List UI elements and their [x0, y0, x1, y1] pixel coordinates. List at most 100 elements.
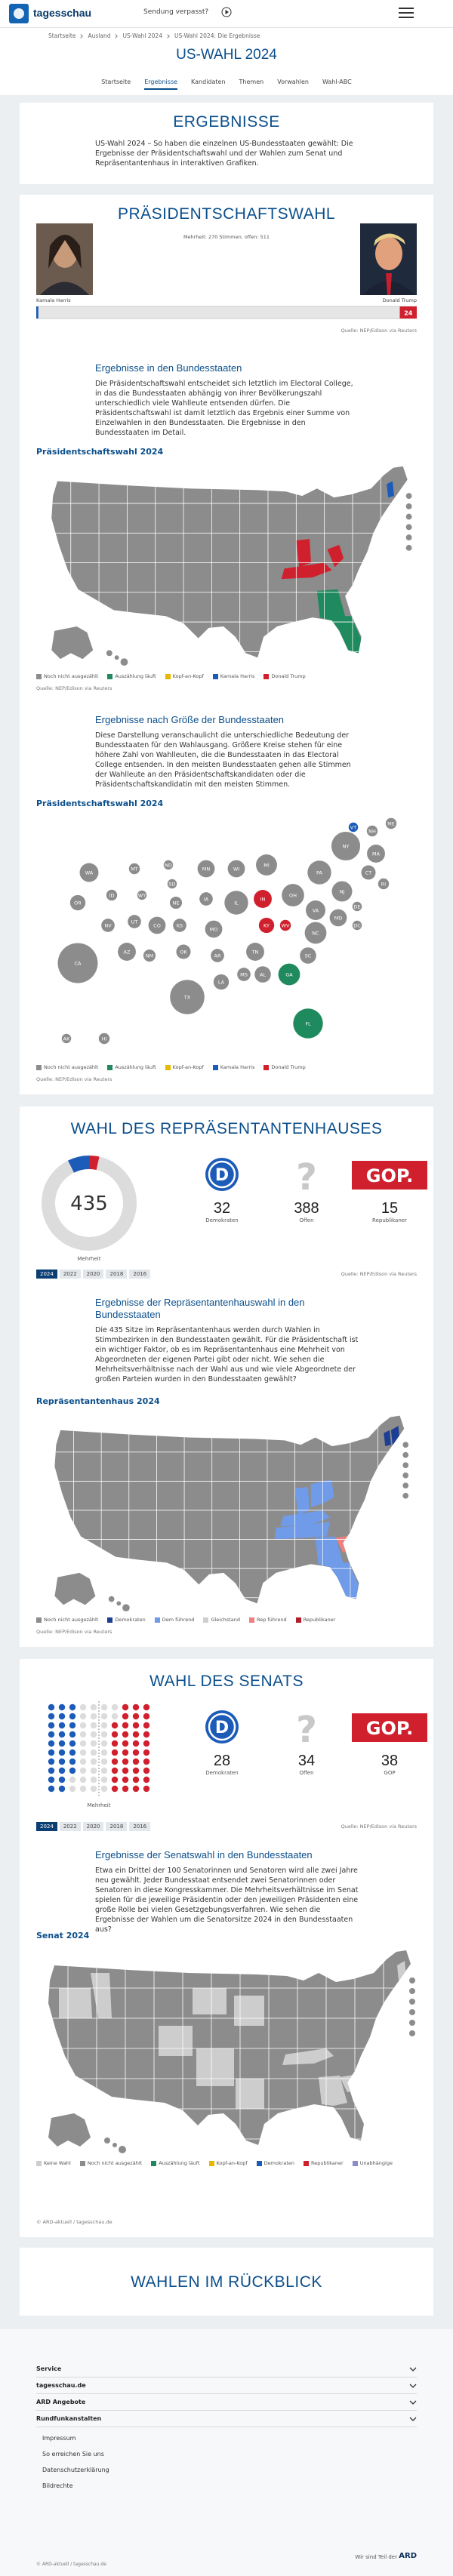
- seat-dot: [58, 1722, 66, 1729]
- legend-swatch: [208, 2160, 214, 2166]
- year-tab[interactable]: 2024: [36, 1822, 57, 1831]
- seat-dot: [58, 1749, 66, 1756]
- state-shape: [384, 1430, 391, 1447]
- breadcrumb-item[interactable]: Startseite: [48, 32, 76, 39]
- footer-section[interactable]: Rundfunkanstalten: [36, 2411, 417, 2427]
- state-bubble: [118, 943, 136, 961]
- year-tab[interactable]: 2024: [36, 1270, 57, 1279]
- state-bubble: [57, 943, 98, 983]
- seat-dot: [143, 1758, 150, 1765]
- seat-dot: [90, 1722, 97, 1729]
- bubble-label: WV: [282, 923, 290, 929]
- state-bubble: [329, 909, 347, 927]
- logo-icon[interactable]: [9, 4, 29, 23]
- seat-dot: [58, 1767, 66, 1774]
- state-bubble: [258, 917, 275, 934]
- footer-section[interactable]: Service: [36, 2361, 417, 2377]
- party-name: Offen: [299, 1770, 314, 1776]
- party-block: ? 388 Offen: [269, 1156, 344, 1223]
- seat-dot: [79, 1767, 87, 1774]
- legend-item: Donald Trump: [263, 673, 306, 679]
- footer-section[interactable]: tagesschau.de: [36, 2377, 417, 2394]
- bubble-label: OR: [74, 900, 82, 906]
- year-tab[interactable]: 2020: [82, 1270, 104, 1279]
- logo-text[interactable]: tagesschau: [33, 7, 92, 19]
- footer-section-label[interactable]: Rundfunkanstalten: [36, 2415, 102, 2422]
- footer-link[interactable]: So erreichen Sie uns: [42, 2451, 104, 2458]
- year-tab[interactable]: 2016: [129, 1822, 151, 1831]
- breadcrumb-item[interactable]: Ausland: [76, 32, 110, 39]
- footer-section-label[interactable]: tagesschau.de: [36, 2382, 86, 2389]
- state-shape: [236, 2079, 264, 2109]
- bubble-label: NV: [104, 923, 112, 929]
- year-tab[interactable]: 2018: [106, 1822, 128, 1831]
- map-land: [51, 626, 94, 660]
- seat-dot: [58, 1785, 66, 1793]
- legend-swatch: [165, 673, 171, 679]
- legend-item: Gleichstand: [203, 1617, 240, 1623]
- section-title: ERGEBNISSE: [173, 113, 280, 131]
- state-bubble: [163, 860, 174, 870]
- state-bubble: [169, 896, 183, 909]
- tab[interactable]: Themen: [239, 78, 264, 85]
- legend-label: Auszählung läuft: [115, 1064, 156, 1070]
- seat-dot: [58, 1713, 66, 1720]
- seat-group: [111, 1703, 150, 1793]
- tab[interactable]: Kandidaten: [191, 78, 226, 85]
- year-tab[interactable]: 2022: [59, 1822, 81, 1831]
- missed-link[interactable]: Sendung verpasst?: [143, 8, 209, 16]
- play-icon[interactable]: [221, 7, 232, 17]
- tab[interactable]: Wahl-ABC: [322, 78, 352, 85]
- year-tab[interactable]: 2020: [82, 1822, 104, 1831]
- majority-label: Mehrheit: [88, 1802, 111, 1808]
- footer-section-label[interactable]: Service: [36, 2365, 62, 2372]
- source: Quelle: NEP/Edison via Reuters: [341, 328, 417, 334]
- footer-link[interactable]: Impressum: [42, 2435, 76, 2442]
- breadcrumb-item[interactable]: US-Wahl 2024: Die Ergebnisse: [162, 32, 260, 39]
- state-bubble: [331, 831, 361, 861]
- tab[interactable]: Startseite: [101, 78, 131, 85]
- ard-logo[interactable]: ARD: [399, 2552, 417, 2560]
- legend-item: Keine Wahl: [36, 2160, 71, 2166]
- legend: Noch nicht ausgezählt Auszählung läuft Kop…: [36, 1064, 417, 1070]
- seat-dot: [111, 1767, 119, 1774]
- seat-dot: [79, 1749, 87, 1756]
- year-tab[interactable]: 2018: [106, 1270, 128, 1279]
- review-card: WAHLEN IM RÜCKBLICK: [20, 2248, 433, 2316]
- tab[interactable]: Ergebnisse: [144, 78, 178, 90]
- state-bubble: [213, 974, 230, 990]
- footer-section-label[interactable]: ARD Angebote: [36, 2399, 86, 2405]
- seat-dots: Mehrheit: [48, 1701, 150, 1808]
- breadcrumb-item[interactable]: US-Wahl 2024: [110, 32, 162, 39]
- small-state: [402, 1462, 409, 1469]
- footer: [0, 2329, 453, 2576]
- footer-link[interactable]: Bildrechte: [42, 2482, 73, 2489]
- bubble-label: WA: [85, 870, 94, 876]
- tab[interactable]: Vorwahlen: [277, 78, 309, 85]
- chevron-icon: [409, 2367, 417, 2371]
- seat-dot: [58, 1776, 66, 1784]
- seat-count: 32: [213, 1200, 231, 1217]
- menu-icon[interactable]: [399, 8, 414, 18]
- map-land: [120, 658, 128, 666]
- small-state: [409, 2030, 415, 2036]
- chevron: [409, 2400, 417, 2405]
- seat-dot: [48, 1703, 55, 1711]
- seat-dot: [90, 1785, 97, 1793]
- bar-track: [36, 306, 417, 319]
- legend-label: Republikaner: [311, 2160, 344, 2166]
- bubble-label: UT: [131, 919, 138, 925]
- seat-dot: [90, 1731, 97, 1738]
- logo-box: [352, 1713, 427, 1742]
- legend-label: Keine Wahl: [44, 2160, 71, 2166]
- year-tab[interactable]: 2016: [129, 1270, 151, 1279]
- seat-dot: [143, 1785, 150, 1793]
- section-title[interactable]: WAHLEN IM RÜCKBLICK: [131, 2273, 322, 2291]
- seat-dot: [122, 1740, 129, 1747]
- small-state: [409, 1977, 415, 1984]
- footer-link[interactable]: Datenschutzerklärung: [42, 2467, 109, 2473]
- footer-section[interactable]: ARD Angebote: [36, 2394, 417, 2411]
- year-tab[interactable]: 2022: [59, 1270, 81, 1279]
- state-shape: [319, 2076, 347, 2106]
- section-text: Die 435 Sitze im Repräsentantenhaus werd…: [95, 1326, 359, 1383]
